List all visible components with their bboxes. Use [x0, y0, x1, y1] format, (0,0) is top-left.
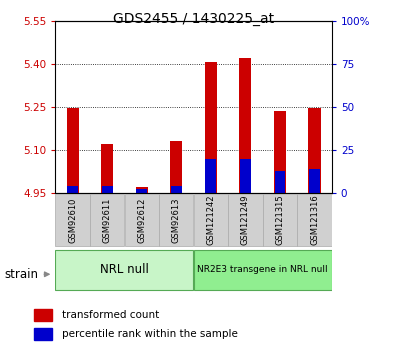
Text: GSM92612: GSM92612 [137, 197, 146, 243]
Text: NRL null: NRL null [100, 264, 149, 276]
Bar [205, 62, 217, 193]
Text: GSM121316: GSM121316 [310, 195, 319, 245]
Bar [309, 169, 320, 193]
Bar [67, 186, 78, 193]
Bar [34, 309, 53, 321]
Bar [171, 186, 182, 193]
Bar [308, 108, 321, 193]
FancyBboxPatch shape [263, 194, 297, 246]
Text: GSM121242: GSM121242 [206, 195, 215, 245]
Text: NR2E3 transgene in NRL null: NR2E3 transgene in NRL null [198, 265, 328, 275]
FancyBboxPatch shape [228, 194, 263, 246]
FancyBboxPatch shape [159, 194, 194, 246]
Bar [101, 144, 113, 193]
Bar [102, 186, 113, 193]
FancyBboxPatch shape [90, 194, 124, 246]
Text: GSM92613: GSM92613 [172, 197, 181, 243]
FancyBboxPatch shape [55, 250, 194, 290]
FancyBboxPatch shape [194, 250, 332, 290]
Bar [135, 187, 148, 193]
Text: GDS2455 / 1430225_at: GDS2455 / 1430225_at [113, 12, 274, 26]
Text: GSM121249: GSM121249 [241, 195, 250, 245]
Bar [34, 328, 53, 340]
Text: GSM92610: GSM92610 [68, 197, 77, 243]
Bar [240, 159, 251, 193]
Bar [170, 141, 182, 193]
Text: strain: strain [5, 268, 39, 281]
Bar [205, 159, 216, 193]
Text: transformed count: transformed count [62, 310, 159, 320]
Bar [274, 111, 286, 193]
FancyBboxPatch shape [297, 194, 332, 246]
FancyBboxPatch shape [55, 194, 90, 246]
Text: GSM121315: GSM121315 [275, 195, 284, 245]
FancyBboxPatch shape [124, 194, 159, 246]
Text: percentile rank within the sample: percentile rank within the sample [62, 329, 237, 339]
Text: GSM92611: GSM92611 [103, 197, 112, 243]
Bar [66, 108, 79, 193]
Bar [136, 189, 147, 193]
Bar [239, 58, 252, 193]
FancyBboxPatch shape [194, 194, 228, 246]
Bar [275, 171, 286, 193]
